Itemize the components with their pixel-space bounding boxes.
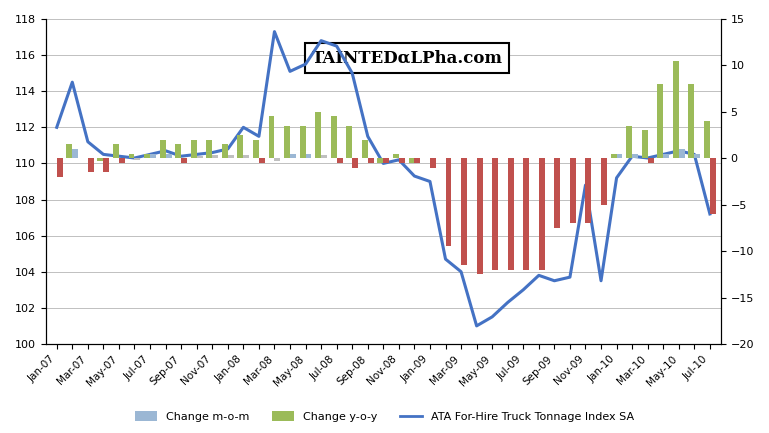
Bar bbox=[663, 154, 669, 158]
Bar bbox=[57, 158, 62, 177]
Bar bbox=[430, 158, 436, 168]
Bar bbox=[119, 158, 125, 163]
Bar bbox=[191, 140, 197, 158]
Bar bbox=[523, 158, 529, 270]
Bar bbox=[694, 154, 701, 158]
Bar bbox=[243, 155, 249, 158]
Bar bbox=[259, 158, 265, 163]
Bar bbox=[206, 140, 212, 158]
Bar bbox=[399, 158, 404, 163]
Bar bbox=[88, 158, 94, 172]
Bar bbox=[321, 155, 327, 158]
Bar bbox=[611, 154, 617, 158]
Bar bbox=[290, 154, 296, 158]
Bar bbox=[647, 158, 654, 163]
Bar bbox=[585, 158, 591, 223]
Bar bbox=[601, 158, 607, 205]
Bar bbox=[275, 158, 281, 161]
Bar bbox=[160, 140, 165, 158]
Bar bbox=[508, 158, 514, 270]
Bar bbox=[128, 154, 135, 158]
Bar bbox=[212, 155, 218, 158]
Text: TAINTEDαLPha.com: TAINTEDαLPha.com bbox=[311, 49, 502, 67]
Bar bbox=[337, 158, 342, 163]
Bar bbox=[346, 126, 352, 158]
Bar bbox=[135, 158, 141, 160]
Bar bbox=[66, 144, 72, 158]
Bar bbox=[626, 126, 632, 158]
Bar bbox=[642, 130, 647, 158]
Bar bbox=[181, 158, 187, 163]
Bar bbox=[414, 158, 421, 163]
Bar bbox=[554, 158, 561, 228]
Bar bbox=[150, 154, 156, 158]
Bar bbox=[492, 158, 498, 270]
Bar bbox=[477, 158, 482, 275]
Bar bbox=[268, 116, 275, 158]
Bar bbox=[238, 135, 243, 158]
Bar bbox=[710, 158, 716, 214]
Bar bbox=[688, 84, 694, 158]
Bar bbox=[362, 140, 368, 158]
Bar bbox=[657, 84, 663, 158]
Bar bbox=[197, 156, 202, 158]
Bar bbox=[175, 144, 181, 158]
Bar bbox=[103, 158, 109, 172]
Bar bbox=[368, 158, 374, 163]
Bar bbox=[570, 158, 576, 223]
Bar bbox=[144, 154, 150, 158]
Bar bbox=[113, 144, 119, 158]
Bar bbox=[539, 158, 544, 270]
Bar bbox=[632, 154, 638, 158]
Bar bbox=[228, 155, 234, 158]
Bar bbox=[383, 158, 389, 163]
Bar bbox=[98, 158, 103, 161]
Bar bbox=[445, 158, 451, 246]
Bar bbox=[315, 112, 321, 158]
Bar bbox=[378, 158, 383, 163]
Bar bbox=[300, 126, 305, 158]
Bar bbox=[673, 61, 679, 158]
Bar bbox=[679, 149, 684, 158]
Bar bbox=[352, 158, 358, 168]
Bar bbox=[704, 121, 710, 158]
Bar bbox=[461, 158, 467, 265]
Bar bbox=[222, 144, 228, 158]
Bar bbox=[408, 158, 414, 163]
Bar bbox=[617, 154, 622, 158]
Bar bbox=[253, 140, 259, 158]
Bar bbox=[284, 126, 290, 158]
Bar bbox=[72, 149, 78, 158]
Bar bbox=[331, 116, 337, 158]
Legend: Change m-o-m, Change y-o-y, ATA For-Hire Truck Tonnage Index SA: Change m-o-m, Change y-o-y, ATA For-Hire… bbox=[130, 406, 639, 427]
Bar bbox=[393, 154, 399, 158]
Bar bbox=[305, 154, 311, 158]
Bar bbox=[165, 154, 171, 158]
